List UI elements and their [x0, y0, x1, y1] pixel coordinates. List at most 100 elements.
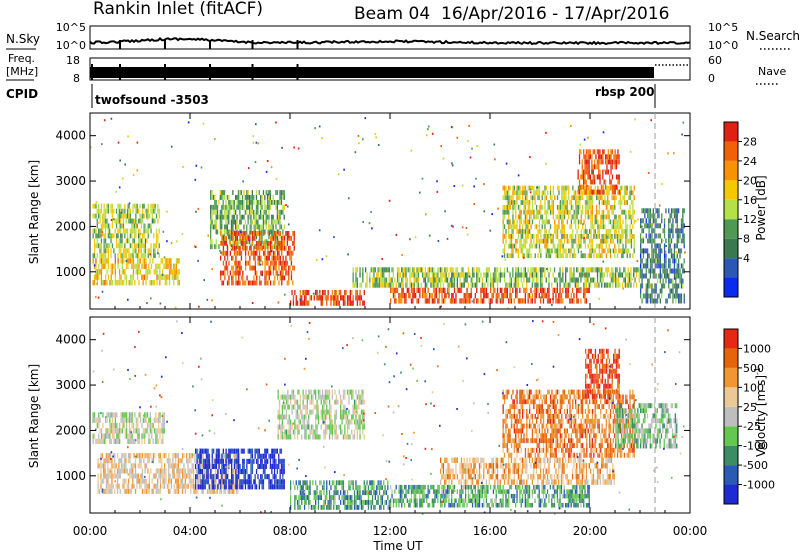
- cell-2-12-0: [211, 484, 213, 490]
- cell-8-24-4: [610, 169, 612, 175]
- cell-9-27-10: [678, 248, 680, 254]
- cell-7-50-3: [572, 238, 574, 244]
- cell-5-30-1: [431, 293, 433, 299]
- cell-7-35-9: [551, 209, 553, 215]
- cell-7-88-7: [625, 219, 627, 225]
- cell-6-48-3: [419, 267, 421, 273]
- cell-0-27-8: [129, 213, 131, 219]
- cell-3-21-5: [249, 255, 251, 261]
- cell-8-3-1: [581, 184, 583, 190]
- cell-7-91-5: [629, 229, 631, 234]
- cell-5-4-0: [395, 298, 397, 304]
- cell-2-8-6: [206, 453, 208, 459]
- cell-0-21-4: [121, 417, 124, 423]
- cell-7-4-9: [508, 209, 510, 215]
- cell-7-48-11: [569, 200, 571, 205]
- cell-1-62-0: [178, 280, 180, 286]
- cell-7-77-0: [609, 253, 612, 259]
- cell-9-18-8: [665, 258, 667, 264]
- cell-1-69-1: [193, 483, 195, 489]
- cell-4-23-2: [321, 289, 324, 296]
- cell-5-47-0: [455, 298, 457, 304]
- cell-7-83-2: [618, 243, 620, 249]
- cell-1-34-1: [144, 483, 146, 489]
- cell-6-18-1: [377, 277, 379, 283]
- cell-2-10-3: [223, 229, 226, 235]
- power-colorbar-label-1: 24: [743, 155, 757, 168]
- cell-3-1-9: [221, 235, 223, 241]
- cell-6-17-2: [376, 272, 378, 278]
- scatter-31: [580, 250, 583, 253]
- cell-0-2-2: [95, 243, 97, 249]
- cell-1-62-4: [183, 468, 185, 474]
- cell-0-42-10: [150, 203, 152, 209]
- cell-7-85-11: [621, 200, 623, 205]
- scatter-101: [176, 240, 178, 243]
- cell-3-48-10: [286, 231, 288, 236]
- cell-0-29-3: [132, 422, 135, 429]
- cell-6-116-1: [513, 277, 515, 283]
- cell-5-135-0: [577, 298, 579, 304]
- cell-2-33-4: [255, 224, 258, 230]
- cell-1-84-3: [213, 473, 215, 479]
- cell-3-11-1: [235, 275, 237, 281]
- cell-3-0-2: [277, 424, 279, 430]
- cell-6-168-2: [585, 272, 588, 278]
- cell-6-73-2: [453, 272, 456, 278]
- cell-7-26-5: [538, 229, 541, 234]
- cell-6-184-3: [608, 267, 610, 273]
- cell-2-8-3: [221, 229, 223, 235]
- cell-7-64-10: [591, 205, 594, 210]
- cell-3-6-1: [228, 275, 230, 281]
- cell-3-18-3: [245, 265, 247, 271]
- cell-7-86-4: [622, 234, 624, 239]
- cell-5-102-0: [531, 298, 533, 304]
- cell-2-40-4: [250, 463, 252, 469]
- noise-tick-left-low: 10^0: [56, 39, 86, 52]
- scatter-66: [219, 249, 221, 252]
- cell-7-24-3: [536, 238, 538, 244]
- cell-0-3-4: [96, 233, 98, 239]
- cell-3-8-3: [231, 265, 233, 271]
- cell-3-3-1: [224, 275, 226, 281]
- scatter-60: [118, 186, 121, 189]
- cell-8-10-5: [591, 164, 593, 170]
- cell-3-47-2: [285, 270, 287, 276]
- cell-3-11-2: [235, 270, 237, 276]
- cell-1-67-3: [190, 473, 192, 479]
- cell-1-72-7: [197, 453, 199, 459]
- cell-9-12-8: [656, 258, 659, 264]
- cell-5-15-0: [410, 298, 413, 304]
- cell-1-70-1: [194, 483, 196, 489]
- cell-7-27-3: [540, 238, 542, 244]
- cell-5-36-2: [440, 287, 442, 293]
- cell-7-15-7: [523, 219, 525, 225]
- scatter-217: [466, 233, 469, 236]
- cell-5-132-0: [573, 298, 575, 304]
- cell-1-40-3: [148, 263, 150, 269]
- cell-7-2-3: [505, 238, 507, 244]
- cell-9-20-10: [668, 248, 670, 254]
- cell-6-129-2: [531, 272, 533, 278]
- cell-3-38-9: [272, 235, 275, 241]
- cell-1-46-5: [161, 463, 163, 469]
- cell-9-16-7: [662, 263, 664, 269]
- cell-0-40-8: [147, 213, 149, 219]
- cell-1-45-6: [159, 458, 162, 464]
- cell-2-34-5: [257, 219, 259, 225]
- cell-6-84-2: [469, 272, 471, 278]
- cell-1-9-4: [105, 258, 107, 264]
- power-colorbar-label-3: 16: [743, 194, 757, 207]
- cell-9-22-9: [670, 253, 673, 259]
- cell-3-6-4: [228, 260, 230, 266]
- cell-9-8-2: [651, 288, 653, 294]
- cell-9-12-7: [656, 263, 659, 269]
- scatter-37: [100, 234, 103, 237]
- cell-7-64-2: [591, 243, 594, 249]
- cell-2-10-4: [223, 224, 226, 230]
- cell-0-3-7: [96, 218, 98, 224]
- cell-6-137-3: [542, 267, 545, 273]
- cell-9-5-7: [647, 263, 649, 269]
- cell-2-10-5: [208, 458, 211, 464]
- cell-1-51-4: [168, 468, 170, 474]
